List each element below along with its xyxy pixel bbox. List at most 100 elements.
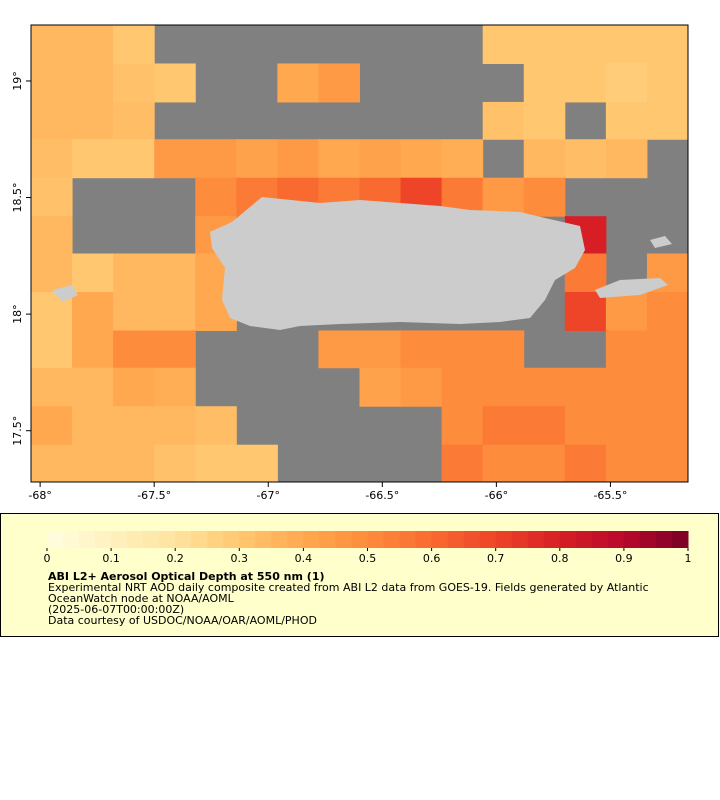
aod-cell <box>441 330 484 369</box>
aod-cell <box>400 139 443 179</box>
aod-cell <box>523 101 566 140</box>
note: OceanWatch node at NOAA/AOML <box>48 592 235 605</box>
aod-cell <box>31 177 73 217</box>
aod-cell <box>31 330 73 369</box>
colorbar-tick-label: 0.2 <box>166 552 184 565</box>
colorbar-step <box>495 531 513 548</box>
colorbar-tick-label: 0.9 <box>615 552 633 565</box>
vieques <box>595 278 668 298</box>
aod-cell <box>523 25 566 64</box>
note: Data courtesy of USDOC/NOAA/OAR/AOML/PHO… <box>48 614 317 627</box>
aod-cell <box>277 63 319 103</box>
colorbar-step <box>559 531 577 548</box>
colorbar-step <box>175 531 192 548</box>
aod-cell <box>113 253 155 293</box>
aod-cell <box>482 367 525 407</box>
y-tick-label: 19° <box>11 71 24 91</box>
x-tick-label: -67° <box>257 489 280 502</box>
aod-cell <box>195 177 237 217</box>
colorbar-step <box>655 531 673 548</box>
colorbar-step <box>511 531 529 548</box>
x-tick-label: -66.5° <box>365 489 399 502</box>
aod-cell <box>482 25 525 64</box>
aod-cell <box>646 63 689 103</box>
aod-cell <box>318 330 360 369</box>
land <box>52 197 672 330</box>
aod-cell <box>72 253 114 293</box>
aod-cell <box>113 444 155 483</box>
x-tick-label: -68° <box>28 489 51 502</box>
colorbar-tick-label: 0.6 <box>423 552 441 565</box>
aod-cell <box>31 63 73 103</box>
aod-cell <box>72 406 114 446</box>
aod-cell <box>31 444 73 483</box>
aod-cell <box>523 367 566 407</box>
colorbar-tick-label: 0.8 <box>551 552 569 565</box>
aod-cell <box>482 101 525 140</box>
colorbar-step <box>63 531 80 548</box>
aod-cell <box>277 139 319 179</box>
aod-cell <box>605 330 648 369</box>
y-tick-label: 17.5° <box>11 416 24 446</box>
note: Experimental NRT AOD daily composite cre… <box>48 581 649 594</box>
colorbar-step <box>351 531 368 548</box>
aod-cell <box>195 406 237 446</box>
aod-cell <box>523 444 566 483</box>
aod-cell <box>195 444 237 483</box>
aod-cell <box>605 367 648 407</box>
aod-cell <box>564 291 607 331</box>
aod-cell <box>646 330 689 369</box>
colorbar-step <box>463 531 481 548</box>
x-tick-label: -65.5° <box>593 489 627 502</box>
aod-cell <box>482 177 525 217</box>
aod-cell <box>154 406 196 446</box>
aod-cell <box>359 367 402 407</box>
x-tick-label: -67.5° <box>137 489 171 502</box>
aod-cell <box>441 367 484 407</box>
colorbar-tick-label: 0.7 <box>487 552 505 565</box>
aod-cell <box>605 444 648 483</box>
aod-cell <box>523 177 566 217</box>
aod-cell <box>605 291 648 331</box>
colorbar-step <box>623 531 641 548</box>
legend-title: ABI L2+ Aerosol Optical Depth at 550 nm … <box>48 570 325 583</box>
aod-cell <box>482 330 525 369</box>
colorbar-step <box>431 531 449 548</box>
colorbar-tick-label: 0 <box>44 552 51 565</box>
aod-cell <box>113 406 155 446</box>
colorbar-step <box>271 531 288 548</box>
colorbar-step <box>671 531 689 548</box>
aod-cell <box>72 139 114 179</box>
colorbar-step <box>207 531 224 548</box>
colorbar-step <box>319 531 336 548</box>
aod-cell <box>195 139 237 179</box>
aod-cell <box>318 63 360 103</box>
aod-cell <box>31 139 73 179</box>
y-tick-label: 18° <box>11 304 24 324</box>
colorbar-step <box>303 531 320 548</box>
aod-cell <box>154 367 196 407</box>
aod-cell <box>482 406 525 446</box>
aod-cell <box>564 25 607 64</box>
colorbar-step <box>543 531 561 548</box>
colorbar-step <box>95 531 112 548</box>
colorbar-step <box>255 531 272 548</box>
colorbar-step <box>191 531 208 548</box>
colorbar-step <box>399 531 417 548</box>
colorbar-step <box>127 531 144 548</box>
colorbar-step <box>639 531 657 548</box>
aod-cell <box>31 253 73 293</box>
aod-cell <box>72 367 114 407</box>
colorbar-step <box>335 531 352 548</box>
colorbar: 0 0.1 0.2 0.3 0.4 0.5 0.6 0.7 0.8 0.9 1 <box>44 531 692 565</box>
colorbar-tick-label: 0.4 <box>295 552 313 565</box>
aod-cell <box>359 330 402 369</box>
colorbar-step <box>447 531 465 548</box>
colorbar-step <box>607 531 625 548</box>
aod-cell <box>523 63 566 103</box>
colorbar-step <box>479 531 497 548</box>
colorbar-step <box>367 531 385 548</box>
colorbar-step <box>79 531 96 548</box>
x-tick-label: -66° <box>485 489 508 502</box>
aod-cell <box>564 139 607 179</box>
